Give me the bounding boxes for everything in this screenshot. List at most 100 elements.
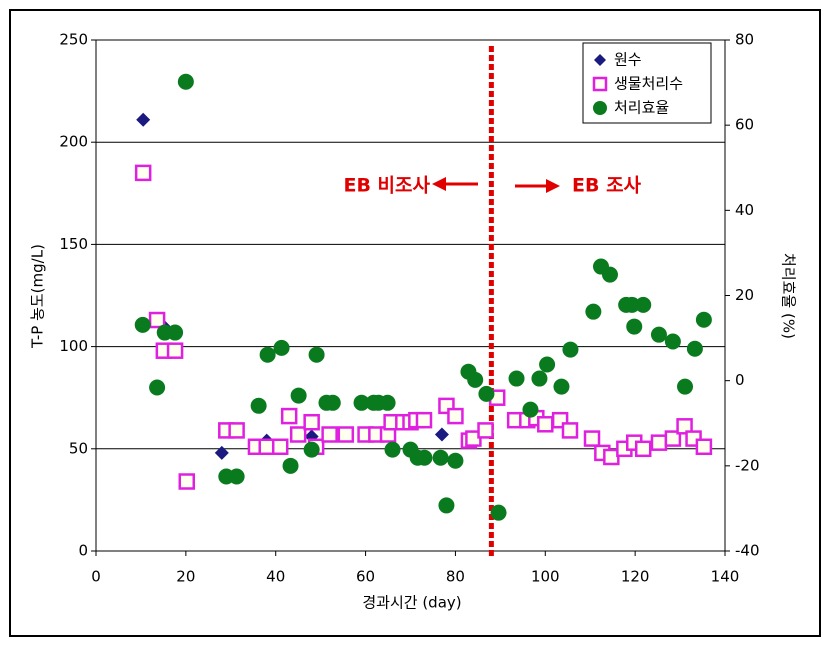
y-tick-label: 250 [59,31,88,49]
data-point [695,438,713,456]
data-point [677,378,694,395]
data-point [303,413,320,431]
data-point [167,324,184,341]
data-point [585,303,602,320]
x-tick-label: 60 [356,568,375,586]
data-point [134,164,152,182]
data-point [623,296,640,313]
data-point [601,266,618,283]
data-point [149,379,166,396]
data-point [477,422,494,439]
data-point [478,385,495,402]
annotation: EB 비조사 [343,175,430,197]
data-point [676,418,693,435]
data-point [289,426,307,443]
plot-area [95,39,726,552]
data-point [531,370,548,387]
x-tick-label: 0 [91,568,101,586]
arrows [432,177,560,193]
y2-tick-label: 80 [735,31,754,49]
data-point [324,394,341,411]
data-point [583,430,601,447]
data-point [178,473,196,490]
data-point [561,422,579,439]
y2-tick-label: 40 [735,201,754,219]
data-point [650,434,668,451]
data-point [134,316,151,333]
legend-marker [594,54,606,66]
legend-label: 처리효율 [614,99,669,117]
annotation: EB 조사 [572,175,642,197]
legend-marker [592,76,608,92]
legend-marker [593,101,607,115]
data-point [303,441,320,458]
data-point [522,401,539,418]
y2-tick-label: 20 [735,286,754,304]
data-point [228,422,245,439]
data-point [434,427,449,442]
data-point [337,426,355,443]
y-tick-label: 0 [78,542,88,560]
data-point [308,346,325,363]
data-point [635,296,652,313]
data-point [664,430,682,447]
data-point [686,340,703,357]
data-point [271,438,289,456]
data-point [553,378,570,395]
data-point [214,445,229,460]
data-point [166,342,184,359]
data-point [384,441,401,458]
data-point [258,438,275,456]
data-point [664,333,681,350]
x-tick-label: 100 [531,568,560,586]
data-point [537,416,554,433]
y2-tick-label: 60 [735,116,754,134]
data-point [490,504,507,521]
data-point [447,407,464,425]
x-axis-label: 경과시간 (day) [362,594,461,612]
data-point [562,341,579,358]
x-tick-label: 20 [176,568,195,586]
y-tick-label: 150 [59,235,88,253]
x-tick-label: 120 [621,568,650,586]
data-point [290,387,307,404]
x-tick-label: 80 [446,568,465,586]
y2-tick-label: -20 [735,456,760,474]
y-tick-label: 100 [59,337,88,355]
data-point [148,311,166,329]
data-point [438,497,455,514]
x-tick-label: 140 [711,568,740,586]
data-point [432,449,449,466]
data-point [626,318,643,335]
data-point [273,339,290,356]
data-point [136,112,151,127]
y-axis-label: T-P 농도(mg/L) [29,244,47,349]
data-point [447,452,464,469]
data-point [415,411,433,429]
data-point [634,440,652,458]
data-point [250,397,267,414]
data-point [321,426,338,443]
data-point [467,371,484,388]
data-point [539,356,556,373]
data-point [508,370,525,387]
data-point [280,407,298,425]
y-tick-label: 50 [69,439,88,457]
y2-tick-label: -40 [735,542,760,560]
data-point [177,73,194,90]
data-point [416,449,433,466]
y2-axis-label: 처리효율 (%) [780,253,798,339]
legend-label: 원수 [614,51,642,69]
x-tick-label: 40 [266,568,285,586]
data-point [695,311,712,328]
data-point [228,468,245,485]
y-tick-label: 200 [59,133,88,151]
y2-tick-label: 0 [735,371,745,389]
data-point [650,326,667,343]
data-point [353,394,370,411]
legend-label: 생물처리수 [614,75,683,93]
data-point [282,457,299,474]
data-point [259,346,276,363]
